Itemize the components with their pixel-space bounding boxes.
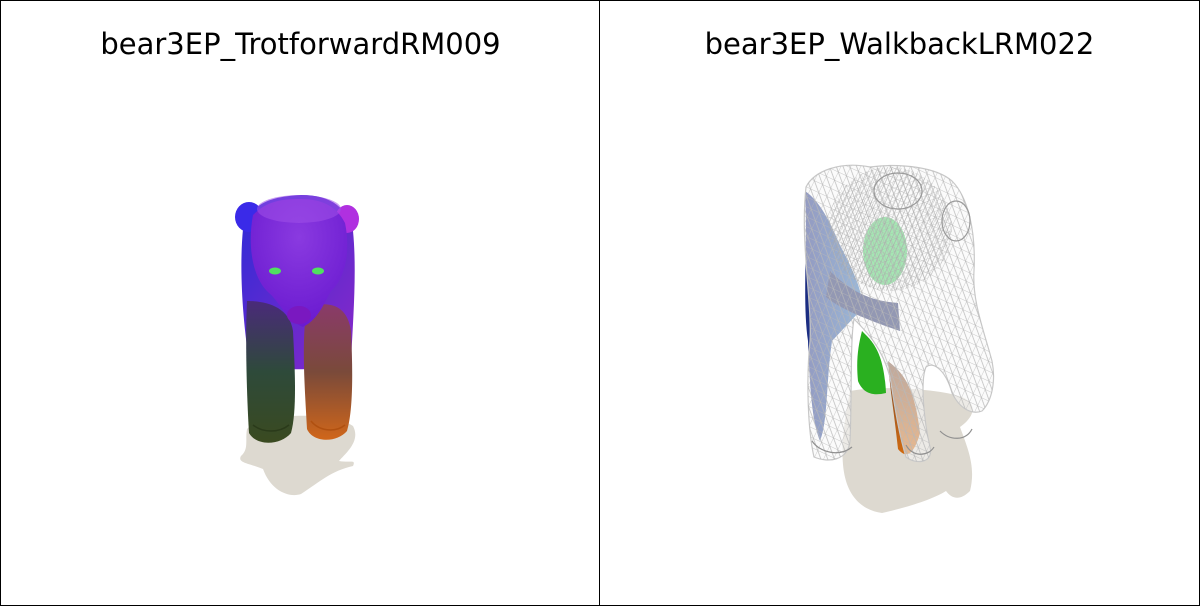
wireframe-overlay [803, 164, 995, 463]
right-render-panel: bear3EP_WalkbackLRM022 [599, 0, 1200, 606]
right-panel-title: bear3EP_WalkbackLRM022 [704, 27, 1095, 61]
right-bear-render [803, 164, 995, 513]
left-render-panel: bear3EP_TrotforwardRM009 [0, 0, 601, 606]
left-bear-render [235, 195, 359, 496]
left-panel-title: bear3EP_TrotforwardRM009 [100, 27, 501, 61]
bear-head [235, 195, 359, 327]
